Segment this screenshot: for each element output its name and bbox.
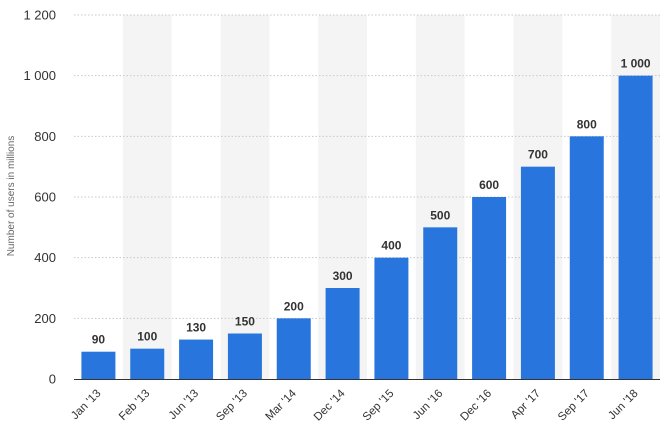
y-tick-label: 0 xyxy=(49,372,56,387)
x-tick-label: Jun '18 xyxy=(606,388,640,422)
bar xyxy=(569,136,604,379)
x-tick-label: Sep '13 xyxy=(214,388,250,424)
y-tick-label: 1 200 xyxy=(23,8,56,23)
data-label: 1 000 xyxy=(621,57,651,71)
y-tick-label: 800 xyxy=(34,129,56,144)
bar xyxy=(179,339,214,379)
x-tick-label: Jun '13 xyxy=(167,388,201,422)
bar xyxy=(520,166,555,379)
y-tick-label: 1 000 xyxy=(23,68,56,83)
bar xyxy=(374,257,409,379)
x-tick-label: Dec '14 xyxy=(312,387,348,423)
data-label: 90 xyxy=(92,333,106,347)
data-label: 300 xyxy=(333,269,353,283)
x-tick-label: Apr '17 xyxy=(509,388,543,422)
x-axis: Jan '13 Feb '13 Jun '13 Sep '13 Mar '14 Dec '… xyxy=(69,379,660,424)
data-labels: 90 100 130 150 200 300 400 500 600 700 800 1 000 xyxy=(92,57,651,347)
data-label: 800 xyxy=(577,117,597,131)
x-tick-label: Jun '16 xyxy=(411,388,445,422)
y-tick-label: 200 xyxy=(34,311,56,326)
data-label: 100 xyxy=(137,330,157,344)
bar xyxy=(227,333,262,379)
x-tick-label: Sep '15 xyxy=(361,388,397,424)
x-tick-label: Jan '13 xyxy=(69,388,103,422)
data-label: 200 xyxy=(284,299,304,313)
bars xyxy=(81,75,653,380)
y-tick-label: 600 xyxy=(34,190,56,205)
data-label: 150 xyxy=(235,315,255,329)
x-tick-label: Sep '17 xyxy=(556,388,592,424)
data-label: 400 xyxy=(381,239,401,253)
x-tick-label: Mar '14 xyxy=(264,387,300,423)
bar xyxy=(325,288,360,379)
bar xyxy=(618,75,653,380)
data-label: 700 xyxy=(528,148,548,162)
y-axis: 0 200 400 600 800 1 000 1 200 xyxy=(23,8,56,387)
data-label: 500 xyxy=(430,208,450,222)
bar xyxy=(130,348,165,379)
x-tick-label: Feb '13 xyxy=(117,388,152,423)
bar xyxy=(472,197,507,379)
data-label: 130 xyxy=(186,321,206,335)
bar xyxy=(423,227,458,379)
y-tick-label: 400 xyxy=(34,250,56,265)
x-tick-label: Dec '16 xyxy=(458,388,494,424)
bar xyxy=(81,351,116,379)
bar xyxy=(276,318,311,379)
data-label: 600 xyxy=(479,178,499,192)
y-axis-title: Number of users in millions xyxy=(6,136,17,257)
